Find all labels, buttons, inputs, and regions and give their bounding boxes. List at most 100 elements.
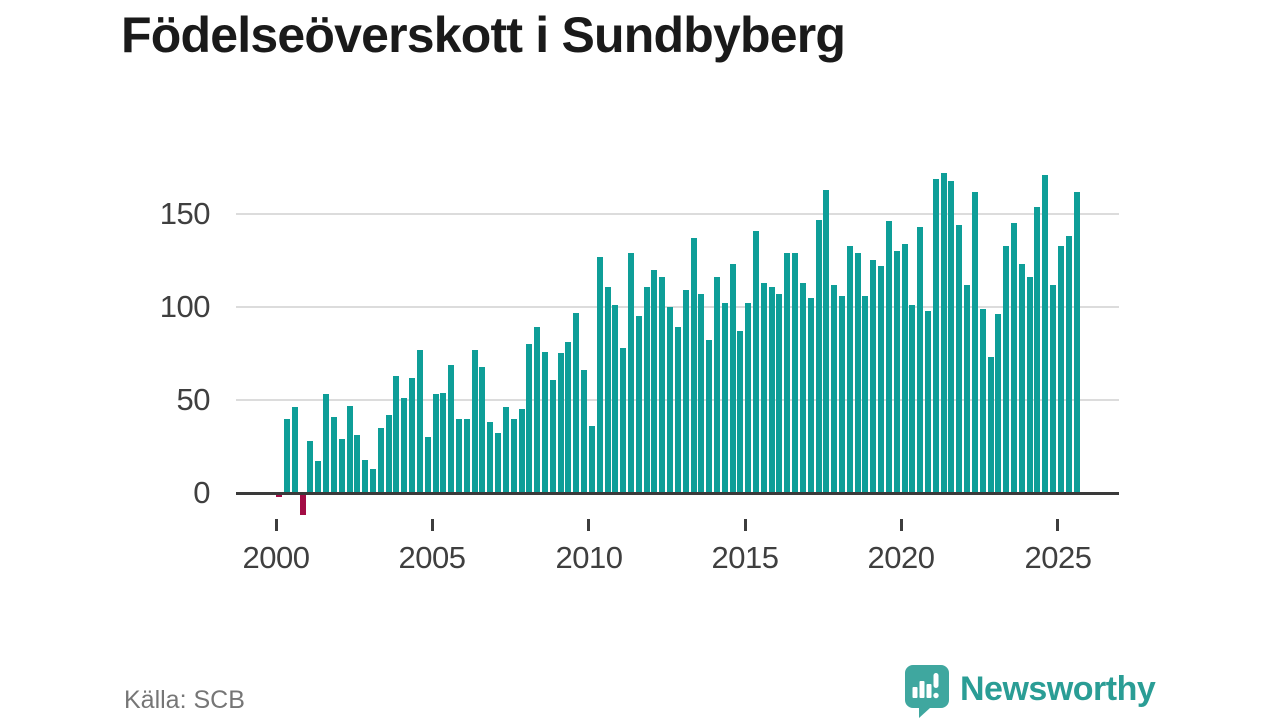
x-axis-label: 2005: [398, 540, 466, 575]
bar: [972, 192, 978, 493]
x-axis-tick: [275, 519, 278, 531]
bar: [1027, 277, 1033, 493]
bar: [1019, 264, 1025, 493]
bar: [433, 394, 439, 493]
bar: [933, 179, 939, 493]
x-axis-label: 2015: [711, 540, 779, 575]
bar: [519, 409, 525, 493]
bar: [378, 428, 384, 493]
bar: [573, 313, 579, 493]
bar: [831, 285, 837, 493]
bar: [495, 433, 501, 493]
bar: [722, 303, 728, 493]
x-axis-label: 2020: [867, 540, 935, 575]
bar-negative: [300, 493, 306, 515]
newsworthy-wordmark: Newsworthy: [960, 670, 1156, 708]
bar: [307, 441, 313, 493]
bar: [792, 253, 798, 493]
y-axis-label: 150: [159, 196, 211, 231]
x-axis-tick: [900, 519, 903, 531]
bar: [776, 294, 782, 493]
logo-bar-1: [912, 687, 918, 698]
bar: [628, 253, 634, 493]
bar: [1050, 285, 1056, 493]
bar: [941, 173, 947, 493]
bar: [370, 469, 376, 493]
bar: [651, 270, 657, 493]
bar: [980, 309, 986, 493]
bar: [339, 439, 345, 493]
gridline-150: [236, 213, 1119, 215]
bar: [667, 307, 673, 493]
bar: [620, 348, 626, 493]
bar: [839, 296, 845, 493]
x-axis-label: 2010: [555, 540, 623, 575]
bar: [698, 294, 704, 493]
bar: [284, 419, 290, 493]
bar: [823, 190, 829, 493]
bar: [917, 227, 923, 493]
x-axis-label: 2025: [1024, 540, 1092, 575]
bar: [964, 285, 970, 493]
newsworthy-bubble-chart-icon: [905, 665, 949, 718]
bar: [354, 435, 360, 493]
bar: [644, 287, 650, 493]
bar: [1058, 246, 1064, 493]
bar: [565, 342, 571, 493]
bar: [581, 370, 587, 493]
bar: [347, 406, 353, 493]
bar: [659, 277, 665, 493]
bar: [558, 353, 564, 493]
bar: [753, 231, 759, 493]
bar: [816, 220, 822, 493]
bar: [550, 380, 556, 493]
bar: [487, 422, 493, 493]
bar: [862, 296, 868, 493]
bar: [1003, 246, 1009, 493]
bar: [691, 238, 697, 493]
bar: [878, 266, 884, 493]
bar: [417, 350, 423, 493]
bar: [909, 305, 915, 493]
bar: [331, 417, 337, 493]
bar: [542, 352, 548, 493]
bar: [800, 283, 806, 493]
bar: [605, 287, 611, 493]
bar: [448, 365, 454, 493]
bar: [995, 314, 1001, 493]
bar: [894, 251, 900, 493]
bar: [503, 407, 509, 493]
bar: [386, 415, 392, 493]
chart-title: Födelseöverskott i Sundbyberg: [121, 7, 846, 63]
bar: [675, 327, 681, 493]
bar: [988, 357, 994, 493]
bar: [784, 253, 790, 493]
bar: [479, 367, 485, 493]
bar: [401, 398, 407, 493]
bar: [464, 419, 470, 493]
bar: [440, 393, 446, 493]
bar: [956, 225, 962, 493]
bar: [589, 426, 595, 493]
logo-bar-3: [926, 684, 932, 698]
bar: [472, 350, 478, 493]
bar: [808, 298, 814, 493]
logo-exclamation-stem: [933, 673, 939, 688]
logo-bar-2: [919, 681, 925, 698]
bar: [1034, 207, 1040, 493]
x-axis-tick: [1056, 519, 1059, 531]
x-axis-tick: [431, 519, 434, 531]
bar: [362, 460, 368, 493]
newsworthy-logo: Newsworthy: [904, 664, 1156, 720]
bar: [1042, 175, 1048, 493]
bar: [902, 244, 908, 493]
bar: [511, 419, 517, 493]
source-label: Källa: SCB: [124, 686, 245, 714]
bar: [456, 419, 462, 493]
bar: [534, 327, 540, 493]
x-axis-zero-line: [236, 491, 1119, 495]
bar: [636, 316, 642, 493]
bar: [323, 394, 329, 493]
bar: [1066, 236, 1072, 493]
